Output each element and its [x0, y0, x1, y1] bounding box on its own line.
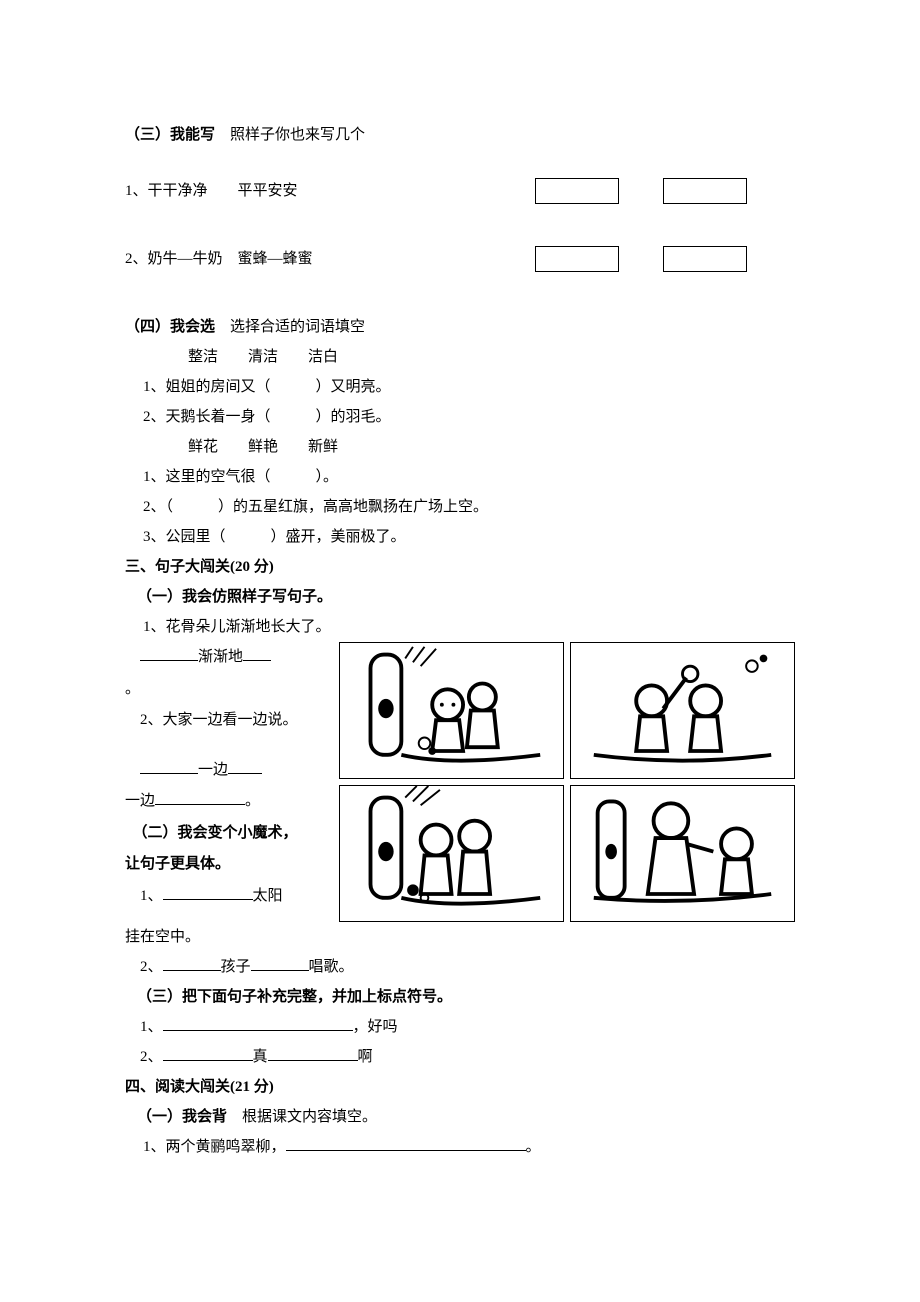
txt: 。	[245, 793, 260, 809]
txt: ，好吗	[353, 1019, 398, 1035]
s4-title-prefix: （四）我会选	[125, 319, 215, 335]
blank-line[interactable]	[163, 1045, 253, 1061]
spacer	[125, 737, 325, 755]
sec3-p2-title: （二）我会变个小魔术，	[125, 818, 325, 850]
sec4-p1-prefix: （一）我会背	[137, 1109, 227, 1125]
p2-q1-cont: 挂在空中。	[125, 922, 795, 952]
txt: 1、	[140, 1019, 163, 1035]
txt: 1、两个黄鹂鸣翠柳，	[143, 1139, 286, 1155]
sec3-p1-q2: 2、大家一边看一边说。	[125, 705, 325, 737]
blank-line[interactable]	[251, 955, 309, 971]
txt: 渐渐地	[198, 649, 243, 665]
sec3-p2-title2: 让句子更具体。	[125, 849, 325, 881]
txt: 一边	[125, 793, 155, 809]
txt: 2、	[140, 959, 163, 975]
illustration-panel-4	[570, 785, 795, 922]
blank-line[interactable]	[163, 955, 221, 971]
blank-line[interactable]	[140, 758, 198, 774]
s3-row2-boxes	[527, 246, 795, 272]
s4-title-rest: 选择合适的词语填空	[215, 319, 365, 335]
p3-q1: 1、 ，好吗	[125, 1012, 795, 1042]
p1-fill2b: 一边 。	[125, 786, 325, 818]
sec3-p3-title: （三）把下面句子补充完整，并加上标点符号。	[125, 982, 795, 1012]
answer-box[interactable]	[663, 246, 747, 272]
blank-line[interactable]	[228, 758, 262, 774]
spacer	[125, 150, 795, 176]
s4-q3: 1、这里的空气很（ ）。	[125, 462, 795, 492]
s3-title-prefix: （三）我能写	[125, 127, 215, 143]
s3-row2: 2、奶牛—牛奶 蜜蜂—蜂蜜	[125, 244, 795, 274]
illustration-panel-2	[570, 642, 795, 779]
sec3-p1-q1: 1、花骨朵儿渐渐地长大了。	[125, 612, 795, 642]
s4-q4: 2、（ ）的五星红旗，高高地飘扬在广场上空。	[125, 492, 795, 522]
p3-q2: 2、 真 啊	[125, 1042, 795, 1072]
s3-row1-label: 1、干干净净 平平安安	[125, 176, 298, 206]
s4-q1: 1、姐姐的房间又（ ）又明亮。	[125, 372, 795, 402]
answer-box[interactable]	[535, 246, 619, 272]
txt: 一边	[198, 762, 228, 778]
answer-box[interactable]	[663, 178, 747, 204]
txt: 唱歌。	[309, 959, 354, 975]
sec3-p1-title: （一）我会仿照样子写句子。	[125, 582, 795, 612]
illustration-panel-3	[339, 785, 564, 922]
blank-line[interactable]	[268, 1045, 358, 1061]
p2-q1: 1、太阳	[125, 881, 325, 913]
s4-q5: 3、公园里（ ）盛开，美丽极了。	[125, 522, 795, 552]
blank-line[interactable]	[286, 1135, 526, 1151]
illustration-panel-1	[339, 642, 564, 779]
s4-words1: 整洁 清洁 洁白	[125, 342, 795, 372]
blank-line[interactable]	[155, 789, 245, 805]
txt: 2、	[140, 1049, 163, 1065]
illustration-grid	[339, 642, 795, 922]
blank-line[interactable]	[243, 645, 271, 661]
s3-row1: 1、干干净净 平平安安	[125, 176, 795, 206]
cartoon-icon	[340, 786, 563, 921]
left-text-column: 渐渐地 。 2、大家一边看一边说。 一边 一边。 （二）我会变个小魔术， 让句子…	[125, 642, 325, 912]
blank-line[interactable]	[140, 645, 198, 661]
s3-title: （三）我能写 照样子你也来写几个	[125, 120, 795, 150]
blank-line[interactable]	[163, 1015, 353, 1031]
p2-q2: 2、 孩子 唱歌。	[125, 952, 795, 982]
s4-words2: 鲜花 鲜艳 新鲜	[125, 432, 795, 462]
txt: 真	[253, 1049, 268, 1065]
s3-row2-label: 2、奶牛—牛奶 蜜蜂—蜂蜜	[125, 244, 313, 274]
txt: 太阳	[253, 888, 283, 904]
blank-line[interactable]	[163, 884, 253, 900]
sec4-p1-rest: 根据课文内容填空。	[227, 1109, 377, 1125]
txt: 。	[526, 1139, 541, 1155]
cartoon-icon	[571, 786, 794, 921]
sec3-heading: 三、句子大闯关(20 分)	[125, 552, 795, 582]
cartoon-icon	[571, 643, 794, 778]
s4-q2: 2、天鹅长着一身（ ）的羽毛。	[125, 402, 795, 432]
sec4-p1-title: （一）我会背 根据课文内容填空。	[125, 1102, 795, 1132]
sec4-heading: 四、阅读大闯关(21 分)	[125, 1072, 795, 1102]
s3-title-rest: 照样子你也来写几个	[215, 127, 365, 143]
s3-row1-boxes	[527, 178, 795, 204]
sentence-with-illustrations: 渐渐地 。 2、大家一边看一边说。 一边 一边。 （二）我会变个小魔术， 让句子…	[125, 642, 795, 922]
p1-fill2a: 一边	[125, 755, 325, 787]
cartoon-icon	[340, 643, 563, 778]
s4-title: （四）我会选 选择合适的词语填空	[125, 312, 795, 342]
worksheet-page: （三）我能写 照样子你也来写几个 1、干干净净 平平安安 2、奶牛—牛奶 蜜蜂—…	[0, 0, 920, 1302]
sec4-q1: 1、两个黄鹂鸣翠柳， 。	[125, 1132, 795, 1162]
p1-fill1: 渐渐地	[125, 642, 325, 674]
txt: 啊	[358, 1049, 373, 1065]
answer-box[interactable]	[535, 178, 619, 204]
p1-dot: 。	[125, 674, 325, 706]
txt: 孩子	[221, 959, 251, 975]
